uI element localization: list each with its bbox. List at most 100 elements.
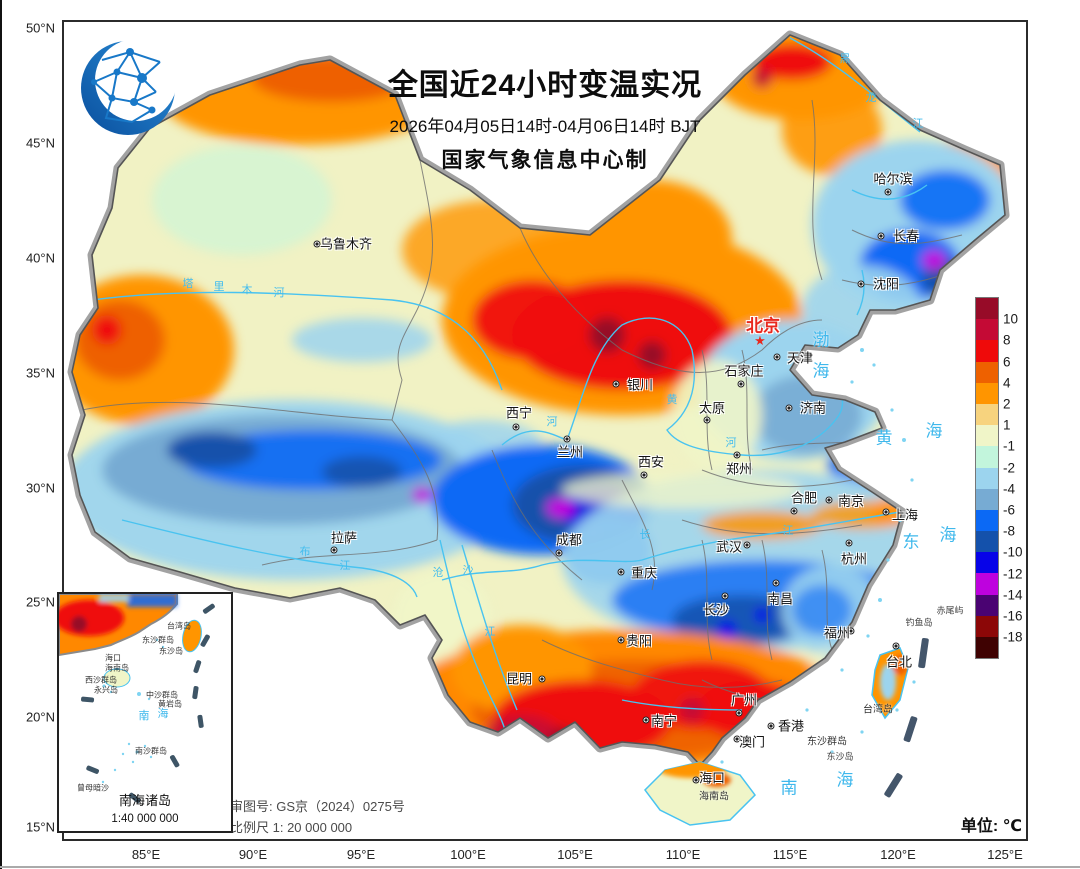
- legend-color-cell: [976, 509, 998, 532]
- legend-color-cell: [976, 403, 998, 426]
- river-label: 里: [213, 281, 225, 293]
- lon-tick-label: 110°E: [665, 847, 701, 862]
- inset-island-label: 海口: [105, 653, 121, 663]
- city-dot: [767, 722, 775, 730]
- city-dot: [703, 416, 711, 424]
- inset-island-label: 中沙群岛: [146, 690, 178, 700]
- legend-tick-label: 4: [1003, 375, 1011, 391]
- inset-sea-label: 海: [157, 708, 169, 720]
- legend-tick-label: 1: [1003, 417, 1011, 433]
- window-edge-bottom: [0, 866, 1080, 868]
- city-dot: [721, 592, 729, 600]
- city-label: 银川: [626, 377, 654, 393]
- legend-tick-label: -2: [1003, 460, 1016, 476]
- city-label: 乌鲁木齐: [319, 236, 373, 252]
- lat-tick-label: 25°N: [25, 594, 55, 610]
- legend-tick-label: -14: [1003, 587, 1023, 603]
- lat-tick-label: 20°N: [25, 709, 55, 725]
- lat-tick-label: 45°N: [25, 135, 55, 151]
- inset-island-label: 西沙群岛: [85, 675, 117, 685]
- city-dot: [882, 508, 890, 516]
- city-dot: [790, 507, 798, 515]
- city-label: 兰州: [556, 444, 584, 460]
- river-label: 江: [339, 560, 351, 572]
- boundary-dashes: [884, 637, 929, 798]
- city-label: 南京: [837, 493, 865, 509]
- city-label: 澳门: [738, 734, 766, 750]
- city-dot: [825, 496, 833, 504]
- legend-color-cell: [976, 319, 998, 341]
- city-label: 郑州: [725, 461, 753, 477]
- city-label: 西安: [637, 454, 665, 470]
- city-label: 重庆: [630, 565, 658, 581]
- legend-tick-label: -16: [1003, 608, 1023, 624]
- window-edge-left: [0, 0, 2, 869]
- city-label: 拉萨: [330, 530, 358, 546]
- city-dot: [847, 627, 855, 635]
- city-label: 西宁: [505, 405, 533, 421]
- city-dot: [640, 471, 648, 479]
- legend-tick-label: 10: [1003, 311, 1019, 327]
- city-dot: [538, 675, 546, 683]
- legend-color-cell: [976, 446, 998, 468]
- island-label: 钓鱼岛: [905, 617, 933, 628]
- city-dot: [642, 716, 650, 724]
- sea-label: 渤海: [812, 330, 830, 381]
- city-label: 南昌: [766, 591, 794, 607]
- river-label: 江: [484, 626, 496, 638]
- nmic-logo: [81, 39, 177, 135]
- city-dot: [330, 546, 338, 554]
- city-dot: [612, 380, 620, 388]
- city-dot: [892, 642, 900, 650]
- legend-color-cell: [976, 573, 998, 595]
- city-label: 杭州: [840, 551, 868, 567]
- map-title: 全国近24小时变温实况: [387, 69, 703, 102]
- legend-colorbar: [975, 297, 999, 660]
- city-dot: [512, 423, 520, 431]
- city-label: 太原: [698, 400, 726, 416]
- legend-color-cell: [976, 340, 998, 362]
- lat-tick-label: 35°N: [25, 365, 55, 381]
- legend-tick-label: -1: [1003, 438, 1016, 454]
- city-dot: [563, 435, 571, 443]
- city-dot: [877, 232, 885, 240]
- city-label: 上海: [891, 507, 919, 523]
- river-label: 木: [241, 284, 253, 296]
- lat-tick-label: 30°N: [25, 480, 55, 496]
- legend-tick-label: -4: [1003, 481, 1016, 497]
- river-label: 河: [725, 437, 737, 449]
- city-dot: [737, 380, 745, 388]
- city-dot: [743, 541, 751, 549]
- legend-color-cell: [976, 467, 998, 489]
- legend-tick-label: -8: [1003, 523, 1016, 539]
- city-dot: [617, 568, 625, 576]
- river-label: 塔: [182, 278, 194, 290]
- map-date-range: 2026年04月05日14时-04月06日14时 BJT: [389, 117, 701, 136]
- legend-color-cell: [976, 531, 998, 553]
- inset-island-label: 永兴岛: [94, 685, 118, 695]
- legend-color-cell: [976, 594, 998, 616]
- city-label: 济南: [799, 400, 827, 416]
- sea-label: 海: [836, 770, 854, 790]
- capital-label: 北京: [746, 316, 780, 336]
- unit-label: 单位: ℃: [960, 818, 1022, 835]
- map-frame: [62, 20, 1028, 841]
- legend-tick-label: 8: [1003, 332, 1011, 348]
- city-dot: [772, 579, 780, 587]
- capital-star-icon: ★: [754, 333, 766, 348]
- inset-sea-label: 南: [138, 710, 150, 722]
- city-dot: [617, 636, 625, 644]
- city-label: 合肥: [790, 490, 818, 506]
- inset-scale: 1:40 000 000: [111, 813, 179, 825]
- legend-color-cell: [976, 425, 998, 447]
- city-label: 海口: [698, 770, 726, 786]
- inset-island-label: 南沙群岛: [135, 746, 167, 756]
- south-china-sea-inset: 南海诸岛 1:40 000 000 台湾岛 东沙群岛 东沙岛 海口 海南岛 西沙群岛 永兴岛…: [57, 592, 233, 833]
- city-label: 沈阳: [872, 276, 900, 292]
- city-label: 南宁: [650, 713, 678, 729]
- legend-tick-label: -18: [1003, 629, 1023, 645]
- island-label: 东沙岛: [826, 751, 854, 762]
- legend-color-cell: [976, 488, 998, 510]
- inset-island-label: 东沙群岛: [142, 635, 174, 645]
- legend-color-cell: [976, 637, 998, 659]
